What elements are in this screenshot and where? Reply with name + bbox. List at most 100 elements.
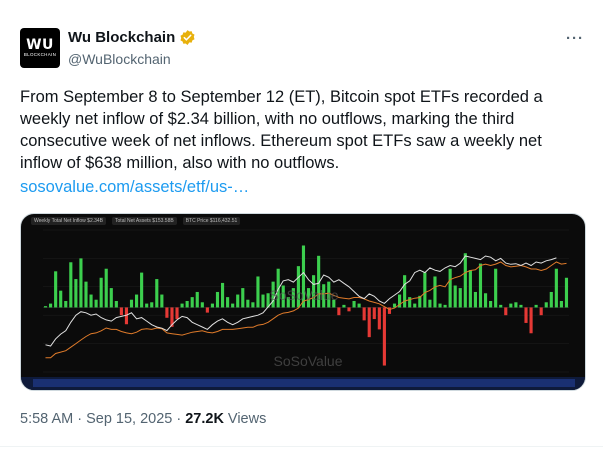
inflow-bar [180,303,184,308]
inflow-bar [281,285,285,308]
inflow-bar [322,284,326,308]
inflow-bar [317,255,321,308]
inflow-bar [453,285,457,308]
inflow-bar [306,288,311,308]
inflow-bar [200,302,204,308]
inflow-bar [428,299,432,308]
inflow-bar [478,263,483,308]
avatar-logo-text: WU [26,37,54,53]
assets-line [45,261,567,359]
legend-item-price: BTC Price $116,432.51 [182,217,241,225]
inflow-bar [215,291,220,308]
inflow-bar [129,299,134,308]
avatar[interactable]: WU BLOCKCHAIN [20,28,60,68]
inflow-bar [559,301,563,308]
inflow-bar [504,307,508,316]
inflow-bar [534,304,538,308]
inflow-bar [160,294,164,308]
inflow-bar [104,268,108,308]
author-handle[interactable]: @WuBlockchain [68,51,171,67]
inflow-bar [489,301,493,308]
inflow-bar [483,293,488,308]
inflow-bar [337,307,341,316]
inflow-bar [170,307,174,327]
inflow-bar [473,291,478,308]
inflow-bar [69,262,73,308]
inflow-bar [509,303,513,308]
inflow-bar [544,302,548,308]
inflow-bar [514,302,518,308]
inflow-bar [312,275,316,308]
tweet-media-chart[interactable]: SoSoValue SoSoValue Weekly Total Net Infl… [20,213,586,391]
inflow-bar [286,297,290,308]
display-name[interactable]: Wu Blockchain [68,29,176,46]
inflow-bar [387,307,392,314]
inflow-bar [291,288,295,308]
verified-badge-icon [180,30,195,45]
inflow-bar [342,304,346,308]
inflow-bar [413,303,417,308]
inflow-bar [524,307,528,323]
inflow-bar [271,281,275,308]
inflow-bar [327,281,331,308]
inflow-bar [175,307,179,320]
range-slider-selection [33,379,575,387]
inflow-bar [301,245,306,308]
inflow-bar [145,303,149,308]
inflow-bar [519,304,523,308]
inflow-bar [418,295,422,308]
inflow-bar [367,307,371,338]
inflow-bar [539,307,543,316]
inflow-bar [443,304,447,308]
inflow-bar [463,253,467,308]
inflow-bar [362,307,366,321]
more-options-icon[interactable]: ··· [566,30,584,47]
inflow-bar [266,293,270,308]
inflow-bar [256,276,260,308]
inflow-bar [114,301,118,308]
inflow-bar [210,303,215,308]
inflow-bar [332,299,336,308]
tweet-meta: 5:58 AM · Sep 15, 2025 · 27.2K Views [20,411,266,427]
inflow-bar [564,277,569,308]
inflow-bar [276,268,280,308]
inflow-bar [43,306,48,308]
tweet-text: From September 8 to September 12 (ET), B… [20,88,543,172]
inflow-bar [529,307,533,334]
inflow-bar [458,288,462,308]
inflow-bar [150,302,154,308]
inflow-bar [49,303,53,308]
inflow-bar [190,297,194,308]
legend-item-assets: Total Net Assets $153.58B [112,217,177,225]
inflow-bar [99,277,103,308]
inflow-bar [89,294,93,308]
avatar-logo-subtext: BLOCKCHAIN [23,52,57,57]
price-line [45,255,557,347]
inflow-bar [64,301,68,308]
inflow-bar [109,288,113,308]
inflow-bar [392,303,397,308]
inflow-bar [54,271,58,308]
tweet-timestamp[interactable]: 5:58 AM · Sep 15, 2025 · [20,411,182,427]
inflow-bar [155,279,159,308]
legend-item-inflow: Weekly Total Net Inflow $2.34B [31,217,107,225]
watermark-top: SoSoValue [269,287,338,303]
inflow-bar [352,301,356,308]
inflow-bar [251,302,255,308]
inflow-bar [140,272,144,308]
inflow-bar [59,290,63,308]
inflow-bar [372,307,376,320]
inflow-bar [377,307,381,330]
chart-legend: Weekly Total Net Inflow $2.34B Total Net… [31,217,241,225]
inflow-bar [549,291,553,308]
inflow-bar [195,291,199,308]
inflow-bar [423,272,427,308]
inflow-bar [220,282,225,308]
inflow-bar [296,266,300,308]
inflow-bar [236,294,240,308]
tweet-link[interactable]: sosovalue.com/assets/etf/us-… [20,178,250,196]
divider [0,446,603,447]
inflow-bar [438,303,442,308]
inflow-bar [241,288,245,308]
